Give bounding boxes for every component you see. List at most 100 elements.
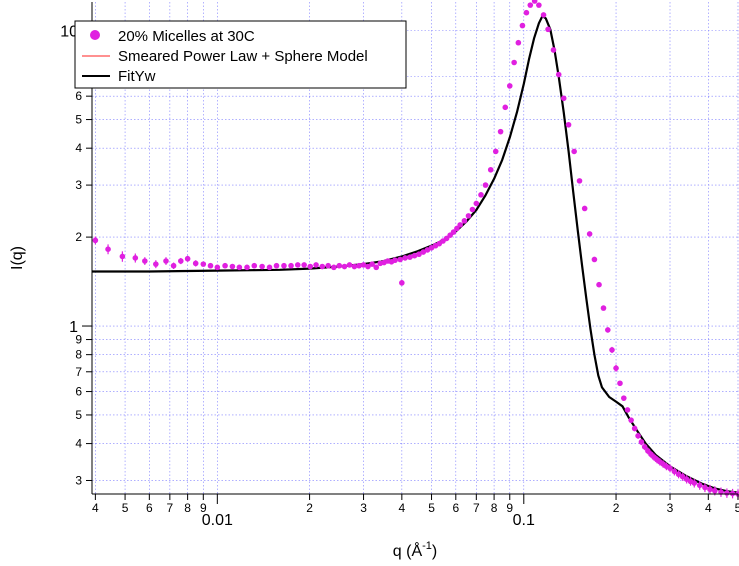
data-point xyxy=(351,263,358,270)
y-tick-label: 1 xyxy=(69,319,78,336)
y-tick-label: 7 xyxy=(75,365,82,379)
data-point xyxy=(473,200,480,207)
data-point xyxy=(411,252,418,259)
data-point xyxy=(523,9,530,16)
data-point xyxy=(119,253,126,260)
x-tick-label: 8 xyxy=(184,501,191,515)
data-point xyxy=(420,249,427,255)
data-point xyxy=(605,327,611,333)
y-axis-title: I(q) xyxy=(9,246,26,270)
data-point xyxy=(236,264,243,271)
data-point xyxy=(341,263,348,270)
x-tick-label: 3 xyxy=(667,501,674,515)
legend-box xyxy=(74,20,407,89)
x-tick-label: 0.01 xyxy=(202,512,233,529)
legend: 20% Micelles at 30C Smeared Power Law + … xyxy=(74,20,407,89)
data-point xyxy=(555,71,562,78)
legend-label-micelles: 20% Micelles at 30C xyxy=(118,28,255,45)
legend-label-smeared: Smeared Power Law + Sphere Model xyxy=(118,48,368,65)
data-point xyxy=(163,258,169,264)
data-point xyxy=(184,255,191,262)
data-point xyxy=(281,262,287,269)
data-point xyxy=(288,262,294,269)
data-point xyxy=(319,263,326,270)
data-point xyxy=(356,262,362,269)
data-point xyxy=(222,262,228,269)
y-tick-label: 6 xyxy=(75,385,82,399)
data-point xyxy=(519,22,526,29)
data-point xyxy=(92,237,99,244)
x-tick-label: 7 xyxy=(473,501,480,515)
y-tick-label: 3 xyxy=(75,178,82,192)
data-point xyxy=(531,0,538,4)
data-point xyxy=(511,59,517,66)
x-tick-label: 3 xyxy=(360,501,367,515)
data-point xyxy=(671,468,678,475)
data-point xyxy=(461,218,468,224)
data-point xyxy=(613,365,619,371)
y-tick-label: 2 xyxy=(75,230,82,244)
x-tick-label: 5 xyxy=(122,501,129,515)
data-point xyxy=(679,473,686,480)
x-tick-label: 4 xyxy=(398,501,405,515)
data-point xyxy=(667,465,673,472)
data-point xyxy=(346,262,353,268)
data-point xyxy=(454,225,460,232)
data-point xyxy=(635,432,641,439)
data-point xyxy=(465,213,472,219)
data-point xyxy=(336,262,343,269)
data-point xyxy=(469,206,476,213)
data-point xyxy=(515,39,522,46)
data-point xyxy=(691,480,698,486)
data-point xyxy=(331,264,337,271)
legend-marker-micelles xyxy=(90,30,100,40)
data-point xyxy=(540,12,547,18)
data-point xyxy=(153,261,159,267)
data-point xyxy=(571,148,577,155)
data-point xyxy=(397,256,403,263)
data-point xyxy=(497,128,504,135)
x-axis-title-end: ) xyxy=(432,543,437,560)
data-point xyxy=(392,257,398,264)
ticks: 4567890.01234567890.12345345678912345671… xyxy=(60,24,739,529)
data-point xyxy=(596,281,602,288)
data-point xyxy=(711,487,718,494)
y-tick-label: 6 xyxy=(75,89,82,103)
data-point xyxy=(675,471,682,478)
y-tick-label: 4 xyxy=(75,437,82,451)
data-point xyxy=(536,2,542,8)
data-point xyxy=(631,425,638,432)
y-tick-label: 5 xyxy=(75,408,82,422)
data-point xyxy=(576,178,583,184)
data-point xyxy=(565,121,572,128)
x-axis-title-sup: -1 xyxy=(422,540,432,552)
x-tick-label: 5 xyxy=(735,501,739,515)
data-point xyxy=(105,246,111,253)
x-axis-title: q (Å-1) xyxy=(393,540,437,560)
data-point xyxy=(502,104,509,111)
x-tick-label: 0.1 xyxy=(513,512,535,529)
data-point xyxy=(707,486,713,493)
data-point xyxy=(369,261,375,267)
data-point xyxy=(273,262,280,269)
data-point xyxy=(482,182,489,188)
y-tick-label: 10 xyxy=(60,24,78,41)
data-point xyxy=(609,347,615,353)
data-point xyxy=(177,258,184,264)
data-point xyxy=(621,395,627,401)
data-point xyxy=(527,2,534,8)
data-point xyxy=(560,95,567,102)
x-tick-label: 4 xyxy=(705,501,712,515)
data-point xyxy=(638,439,645,445)
y-tick-label: 8 xyxy=(75,348,82,362)
x-tick-label: 7 xyxy=(167,501,174,515)
data-point xyxy=(142,258,148,264)
y-tick-label: 5 xyxy=(75,113,82,127)
data-point xyxy=(307,263,314,270)
x-tick-label: 9 xyxy=(506,501,513,515)
data-point xyxy=(624,407,631,413)
data-point xyxy=(506,83,513,89)
y-tick-label: 3 xyxy=(75,473,82,487)
data-point xyxy=(450,229,457,235)
